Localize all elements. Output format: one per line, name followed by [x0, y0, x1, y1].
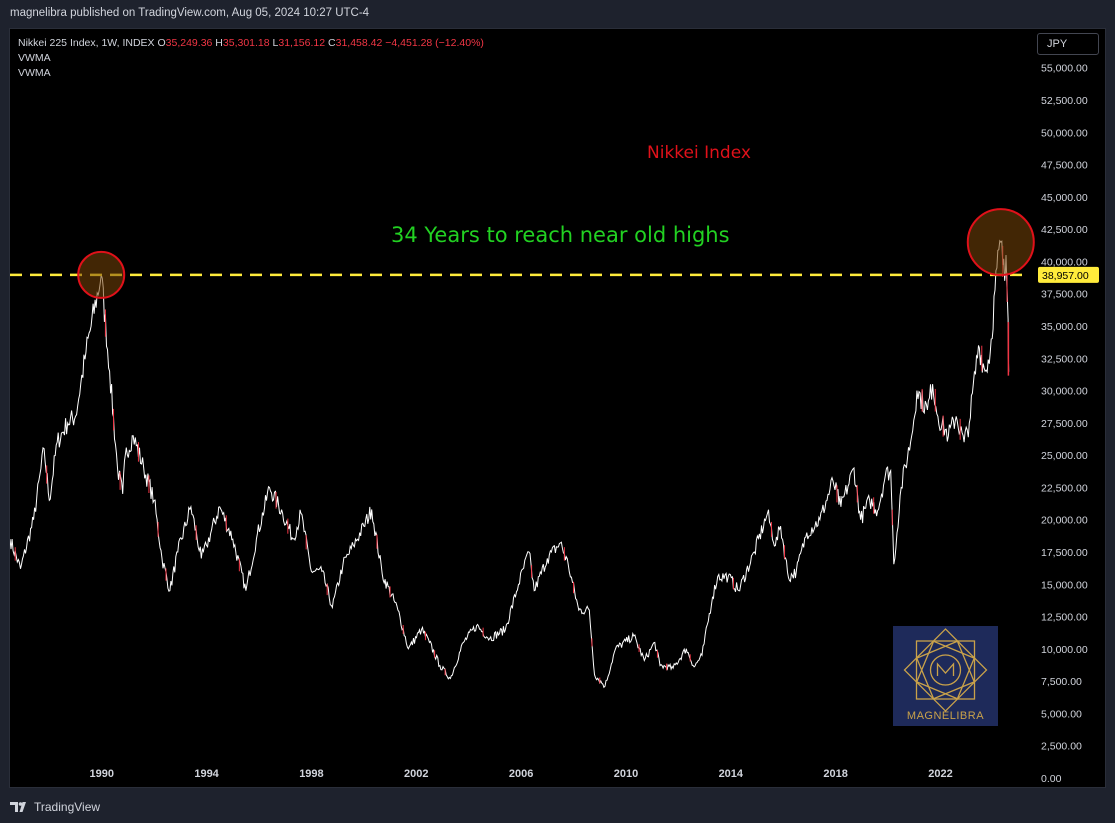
price-series-line — [10, 239, 1010, 689]
y-tick-label: 25,000.00 — [1041, 450, 1088, 462]
logo-text: MAGNELIBRA — [906, 710, 985, 722]
y-tick-label: 17,500.00 — [1041, 547, 1088, 559]
y-tick-label: 42,500.00 — [1041, 224, 1088, 236]
y-tick-label: 12,500.00 — [1041, 612, 1088, 624]
y-tick-label: 52,500.00 — [1041, 95, 1088, 107]
x-tick-label: 2010 — [614, 768, 638, 780]
bottom-bar: TradingView — [0, 793, 1115, 823]
chart-legend: Nikkei 225 Index, 1W, INDEX O35,249.36 H… — [18, 36, 484, 81]
indicator-vwma-1[interactable]: VWMA — [18, 52, 51, 64]
y-axis[interactable]: 55,000.00 52,500.00 50,000.00 47,500.00 45,0… — [1041, 63, 1088, 785]
y-tick-label: 50,000.00 — [1041, 127, 1088, 139]
highlight-circles — [77, 208, 1035, 299]
y-tick-label: 35,000.00 — [1041, 321, 1088, 333]
y-tick-label: 15,000.00 — [1041, 579, 1088, 591]
top-bar: magnelibra published on TradingView.com,… — [0, 0, 1115, 28]
legend-symbol: Nikkei 225 Index, 1W, INDEX — [18, 37, 155, 49]
y-tick-label: 32,500.00 — [1041, 353, 1088, 365]
last-price-tag: 38,957.00 — [1038, 266, 1099, 283]
y-tick-label: 20,000.00 — [1041, 515, 1088, 527]
x-tick-label: 2006 — [509, 768, 533, 780]
highlight-circle — [966, 208, 1035, 277]
y-tick-label: 10,000.00 — [1041, 644, 1088, 656]
legend-low-label: L — [272, 37, 279, 49]
y-tick-label: 55,000.00 — [1041, 63, 1088, 75]
legend-ohlc-row: Nikkei 225 Index, 1W, INDEX O35,249.36 H… — [18, 36, 484, 51]
x-tick-label: 1998 — [299, 768, 323, 780]
legend-change: −4,451.28 (−12.40%) — [385, 37, 484, 49]
x-tick-label: 2002 — [404, 768, 428, 780]
y-tick-label: 5,000.00 — [1041, 708, 1082, 720]
legend-close-label: C — [328, 37, 336, 49]
magnelibra-logo: MAGNELIBRA — [893, 626, 998, 726]
x-tick-label: 1990 — [89, 768, 113, 780]
legend-open-label: O — [157, 37, 166, 49]
y-tick-label: 40,000.00 — [1041, 256, 1088, 268]
y-tick-label: 0.00 — [1041, 773, 1062, 785]
legend-close-value: 31,458.42 — [335, 37, 383, 49]
y-tick-label: 2,500.00 — [1041, 741, 1082, 753]
chart-canvas[interactable]: 55,000.00 52,500.00 50,000.00 47,500.00 45,0… — [10, 29, 1105, 787]
indicator-vwma-2[interactable]: VWMA — [18, 67, 51, 79]
chart-annotation: 34 Years to reach near old highs — [391, 223, 730, 247]
y-tick-label: 27,500.00 — [1041, 418, 1088, 430]
x-tick-label: 2022 — [928, 768, 952, 780]
x-axis[interactable]: 1990 1994 1998 2002 2006 2010 2014 2018 2022 — [89, 768, 952, 780]
legend-low-value: 31,156.12 — [278, 37, 326, 49]
y-tick-label: 45,000.00 — [1041, 192, 1088, 204]
highlight-circle — [77, 250, 126, 299]
x-tick-label: 2014 — [719, 768, 744, 780]
legend-high-value: 35,301.18 — [222, 37, 270, 49]
y-tick-label: 22,500.00 — [1041, 482, 1088, 494]
tradingview-label: TradingView — [34, 800, 101, 814]
legend-open-value: 35,249.36 — [165, 37, 213, 49]
legend-high-label: H — [215, 37, 223, 49]
x-tick-label: 1994 — [194, 768, 219, 780]
logo-emblem-icon — [903, 628, 988, 712]
tradingview-brand[interactable]: TradingView — [10, 800, 100, 814]
currency-button[interactable]: JPY — [1037, 33, 1099, 55]
plot-area — [10, 239, 1010, 689]
y-tick-label: 7,500.00 — [1041, 676, 1082, 688]
chart-title: Nikkei Index — [647, 143, 751, 163]
y-tick-label: 30,000.00 — [1041, 386, 1088, 398]
y-tick-label: 37,500.00 — [1041, 289, 1088, 301]
price-label: 38,957.00 — [1042, 270, 1089, 282]
publisher-text: magnelibra published on TradingView.com,… — [10, 7, 370, 19]
x-tick-label: 2018 — [823, 768, 847, 780]
tradingview-logo-icon — [10, 802, 26, 812]
y-tick-label: 47,500.00 — [1041, 160, 1088, 172]
price-label-box — [1038, 266, 1099, 283]
